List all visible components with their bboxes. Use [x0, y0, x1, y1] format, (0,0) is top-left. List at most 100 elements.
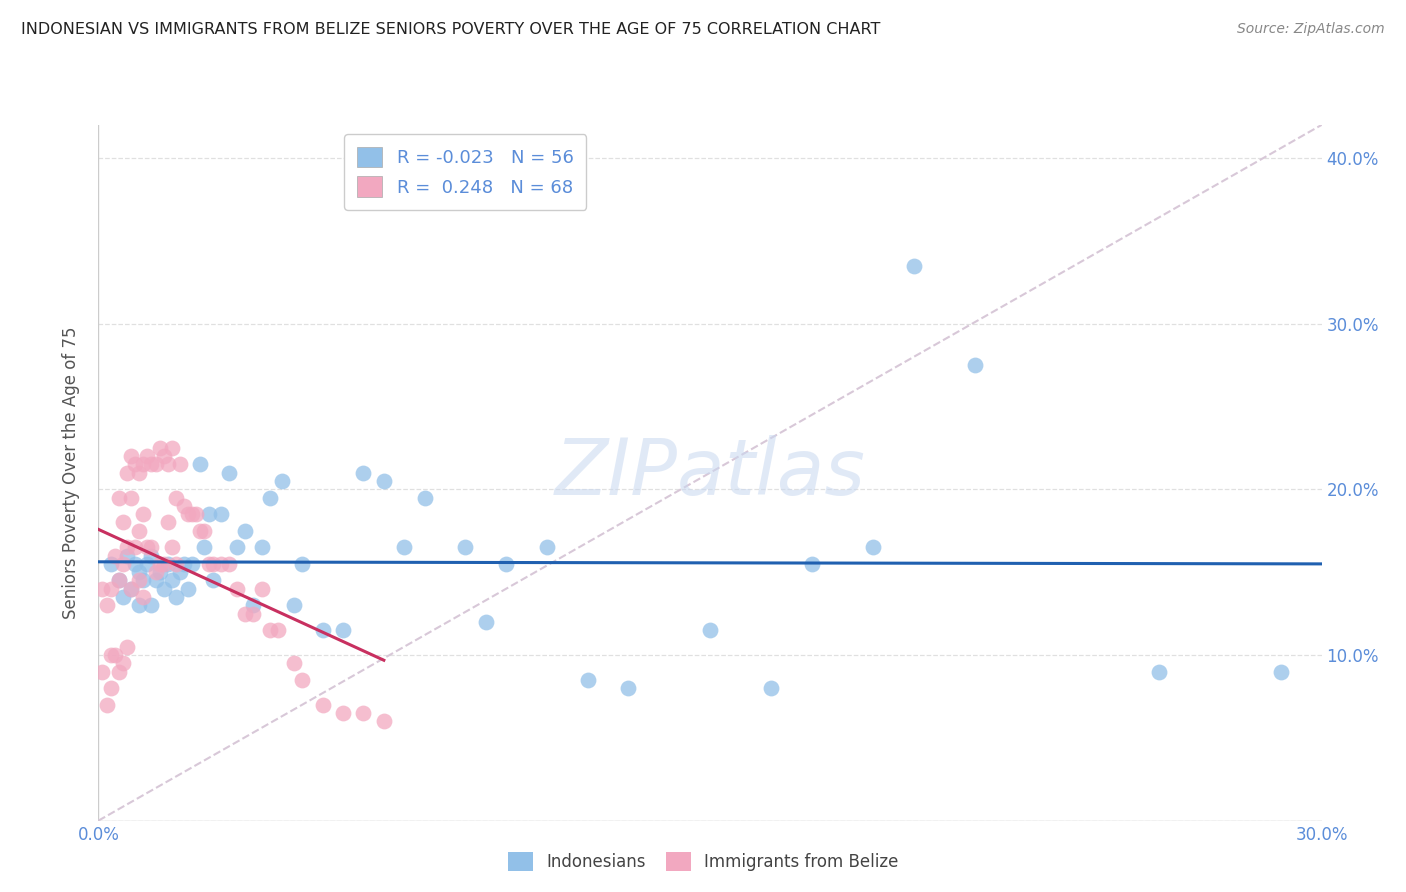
- Point: [149, 441, 172, 455]
- Point: [141, 549, 163, 563]
- Point: [291, 673, 314, 687]
- Point: [965, 358, 987, 372]
- Point: [141, 599, 163, 613]
- Point: [141, 541, 163, 555]
- Point: [115, 640, 138, 654]
- Point: [1270, 665, 1292, 679]
- Point: [233, 524, 256, 538]
- Point: [100, 557, 122, 571]
- Point: [145, 574, 167, 588]
- Point: [165, 590, 187, 604]
- Point: [474, 615, 498, 629]
- Point: [312, 623, 335, 637]
- Point: [392, 541, 416, 555]
- Point: [617, 681, 640, 695]
- Text: INDONESIAN VS IMMIGRANTS FROM BELIZE SENIORS POVERTY OVER THE AGE OF 75 CORRELAT: INDONESIAN VS IMMIGRANTS FROM BELIZE SEN…: [21, 22, 880, 37]
- Point: [218, 466, 240, 480]
- Point: [373, 474, 395, 488]
- Point: [136, 557, 159, 571]
- Point: [177, 582, 200, 596]
- Point: [259, 491, 281, 505]
- Point: [226, 541, 249, 555]
- Point: [115, 541, 138, 555]
- Point: [115, 549, 138, 563]
- Point: [160, 441, 183, 455]
- Point: [352, 466, 374, 480]
- Point: [173, 557, 195, 571]
- Point: [108, 574, 131, 588]
- Point: [100, 648, 122, 662]
- Point: [104, 549, 127, 563]
- Point: [259, 623, 281, 637]
- Y-axis label: Seniors Poverty Over the Age of 75: Seniors Poverty Over the Age of 75: [62, 326, 80, 619]
- Point: [160, 574, 183, 588]
- Point: [145, 458, 167, 472]
- Point: [352, 706, 374, 720]
- Point: [128, 524, 150, 538]
- Point: [156, 516, 179, 530]
- Point: [186, 507, 208, 521]
- Point: [761, 681, 783, 695]
- Legend: R = -0.023   N = 56, R =  0.248   N = 68: R = -0.023 N = 56, R = 0.248 N = 68: [344, 134, 586, 210]
- Point: [197, 557, 219, 571]
- Point: [152, 449, 174, 463]
- Point: [124, 557, 146, 571]
- Point: [120, 582, 142, 596]
- Point: [145, 565, 167, 579]
- Point: [181, 507, 204, 521]
- Point: [120, 449, 142, 463]
- Point: [312, 698, 335, 712]
- Point: [576, 673, 599, 687]
- Point: [270, 474, 294, 488]
- Point: [128, 599, 150, 613]
- Point: [165, 557, 187, 571]
- Point: [181, 557, 204, 571]
- Point: [108, 665, 131, 679]
- Point: [91, 665, 114, 679]
- Point: [201, 574, 224, 588]
- Point: [209, 507, 232, 521]
- Point: [156, 557, 179, 571]
- Point: [152, 557, 174, 571]
- Point: [152, 582, 174, 596]
- Point: [108, 491, 131, 505]
- Point: [233, 607, 256, 621]
- Text: ZIPatlas: ZIPatlas: [554, 434, 866, 511]
- Point: [332, 706, 354, 720]
- Point: [242, 607, 264, 621]
- Point: [454, 541, 477, 555]
- Point: [242, 599, 264, 613]
- Point: [149, 557, 172, 571]
- Point: [120, 491, 142, 505]
- Point: [201, 557, 224, 571]
- Point: [96, 698, 118, 712]
- Point: [141, 458, 163, 472]
- Point: [169, 565, 191, 579]
- Point: [267, 623, 290, 637]
- Point: [291, 557, 314, 571]
- Point: [250, 541, 273, 555]
- Point: [193, 541, 215, 555]
- Point: [188, 458, 212, 472]
- Point: [128, 565, 150, 579]
- Point: [124, 541, 146, 555]
- Point: [495, 557, 517, 571]
- Point: [111, 516, 134, 530]
- Point: [136, 541, 159, 555]
- Point: [120, 582, 142, 596]
- Point: [413, 491, 436, 505]
- Point: [111, 557, 134, 571]
- Point: [111, 657, 134, 671]
- Point: [197, 507, 219, 521]
- Point: [193, 524, 215, 538]
- Point: [136, 449, 159, 463]
- Point: [115, 466, 138, 480]
- Point: [165, 491, 187, 505]
- Point: [100, 681, 122, 695]
- Text: Source: ZipAtlas.com: Source: ZipAtlas.com: [1237, 22, 1385, 37]
- Point: [128, 574, 150, 588]
- Point: [862, 541, 884, 555]
- Point: [173, 499, 195, 513]
- Point: [332, 623, 354, 637]
- Point: [283, 657, 305, 671]
